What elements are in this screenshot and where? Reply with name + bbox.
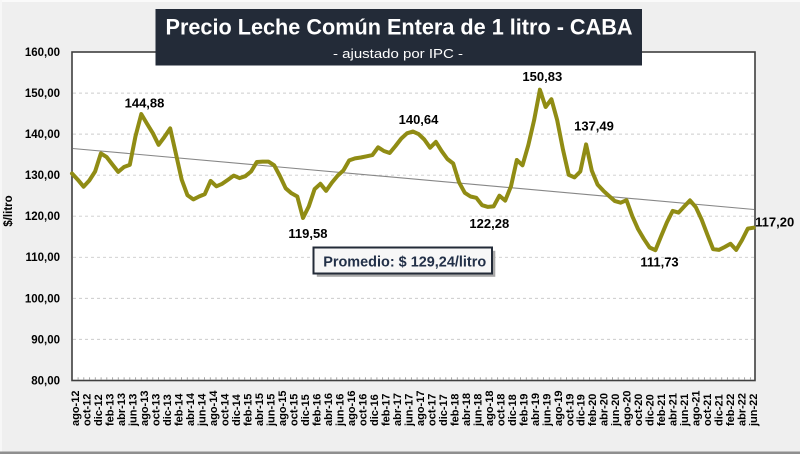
svg-text:160,00: 160,00: [25, 47, 60, 59]
svg-text:130,00: 130,00: [25, 170, 60, 182]
svg-text:feb-22: feb-22: [725, 394, 737, 426]
svg-text:dic-14: dic-14: [231, 393, 243, 426]
svg-text:abr-19: abr-19: [530, 393, 542, 426]
svg-text:ago-13: ago-13: [139, 391, 151, 426]
svg-text:dic-20: dic-20: [645, 394, 657, 426]
svg-text:oct-20: oct-20: [633, 394, 645, 426]
svg-text:feb-19: feb-19: [518, 394, 530, 426]
svg-text:feb-16: feb-16: [311, 394, 323, 426]
svg-text:feb-18: feb-18: [449, 394, 461, 426]
svg-text:140,64: 140,64: [399, 112, 440, 127]
svg-text:150,83: 150,83: [522, 69, 562, 84]
svg-text:jun-13: jun-13: [128, 394, 140, 427]
svg-text:137,49: 137,49: [574, 118, 614, 133]
svg-text:ago-12: ago-12: [70, 391, 82, 426]
svg-text:dic-17: dic-17: [438, 394, 450, 426]
svg-text:abr-22: abr-22: [737, 393, 749, 426]
svg-text:110,00: 110,00: [25, 252, 60, 264]
svg-text:oct-14: oct-14: [220, 393, 232, 426]
svg-text:ago-18: ago-18: [484, 391, 496, 426]
svg-text:122,28: 122,28: [469, 216, 509, 231]
svg-text:oct-19: oct-19: [564, 394, 576, 426]
svg-text:ago-19: ago-19: [553, 391, 565, 426]
svg-text:dic-19: dic-19: [576, 394, 588, 426]
svg-text:abr-13: abr-13: [116, 393, 128, 426]
svg-text:80,00: 80,00: [31, 375, 60, 387]
svg-text:144,88: 144,88: [125, 96, 165, 111]
svg-text:ago-17: ago-17: [415, 391, 427, 426]
svg-text:jun-16: jun-16: [334, 394, 346, 427]
svg-text:jun-22: jun-22: [748, 394, 760, 427]
svg-text:oct-15: oct-15: [288, 394, 300, 426]
svg-text:dic-21: dic-21: [714, 394, 726, 426]
svg-text:oct-21: oct-21: [702, 394, 714, 426]
svg-text:jun-19: jun-19: [541, 394, 553, 427]
svg-text:dic-12: dic-12: [93, 394, 105, 426]
svg-text:Promedio: $ 129,24/litro: Promedio: $ 129,24/litro: [323, 254, 486, 271]
svg-text:90,00: 90,00: [31, 334, 60, 346]
svg-text:dic-16: dic-16: [369, 394, 381, 426]
svg-text:oct-16: oct-16: [357, 394, 369, 426]
svg-text:dic-18: dic-18: [507, 394, 519, 426]
svg-text:$/litro: $/litro: [3, 195, 15, 226]
svg-text:100,00: 100,00: [25, 293, 60, 305]
svg-text:oct-12: oct-12: [82, 394, 94, 426]
svg-text:ago-16: ago-16: [346, 391, 358, 426]
svg-text:- ajustado por IPC -: - ajustado por IPC -: [333, 47, 463, 61]
svg-text:150,00: 150,00: [25, 88, 60, 100]
svg-text:ago-14: ago-14: [208, 390, 220, 426]
svg-text:oct-13: oct-13: [151, 394, 163, 426]
svg-text:dic-15: dic-15: [300, 394, 312, 426]
svg-text:abr-20: abr-20: [599, 393, 611, 426]
svg-text:111,73: 111,73: [640, 255, 678, 270]
svg-text:jun-21: jun-21: [679, 394, 691, 427]
svg-text:oct-18: oct-18: [495, 394, 507, 426]
svg-text:ago-21: ago-21: [691, 391, 703, 426]
svg-text:120,00: 120,00: [25, 211, 60, 223]
svg-text:feb-17: feb-17: [380, 394, 392, 426]
svg-text:feb-20: feb-20: [587, 394, 599, 426]
svg-text:feb-14: feb-14: [174, 393, 186, 426]
svg-text:abr-17: abr-17: [392, 393, 404, 426]
svg-text:abr-21: abr-21: [668, 393, 680, 426]
svg-text:119,58: 119,58: [288, 226, 327, 241]
svg-text:abr-18: abr-18: [461, 393, 473, 426]
svg-text:Precio Leche Común Entera de 1: Precio Leche Común Entera de 1 litro - C…: [166, 15, 633, 40]
svg-text:dic-13: dic-13: [162, 394, 174, 426]
svg-text:ago-20: ago-20: [622, 391, 634, 426]
svg-text:jun-20: jun-20: [610, 394, 622, 427]
svg-text:jun-17: jun-17: [403, 394, 415, 427]
svg-text:117,20: 117,20: [755, 215, 794, 230]
svg-text:ago-15: ago-15: [277, 391, 289, 426]
svg-text:abr-14: abr-14: [185, 392, 197, 426]
svg-text:feb-13: feb-13: [105, 394, 117, 426]
svg-text:abr-16: abr-16: [323, 393, 335, 426]
svg-text:abr-15: abr-15: [254, 393, 266, 426]
svg-text:140,00: 140,00: [25, 129, 60, 141]
svg-text:feb-15: feb-15: [243, 394, 255, 426]
svg-text:jun-18: jun-18: [472, 394, 484, 427]
svg-text:jun-15: jun-15: [266, 394, 278, 427]
svg-text:oct-17: oct-17: [426, 394, 438, 426]
svg-text:jun-14: jun-14: [197, 393, 209, 427]
svg-text:feb-21: feb-21: [656, 394, 668, 426]
